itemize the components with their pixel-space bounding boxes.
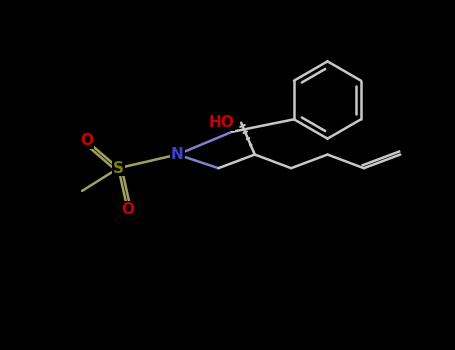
Text: O: O — [80, 133, 93, 148]
Text: N: N — [171, 147, 184, 162]
Text: S: S — [113, 161, 124, 176]
Text: HO: HO — [208, 115, 234, 130]
Text: O: O — [121, 202, 134, 217]
